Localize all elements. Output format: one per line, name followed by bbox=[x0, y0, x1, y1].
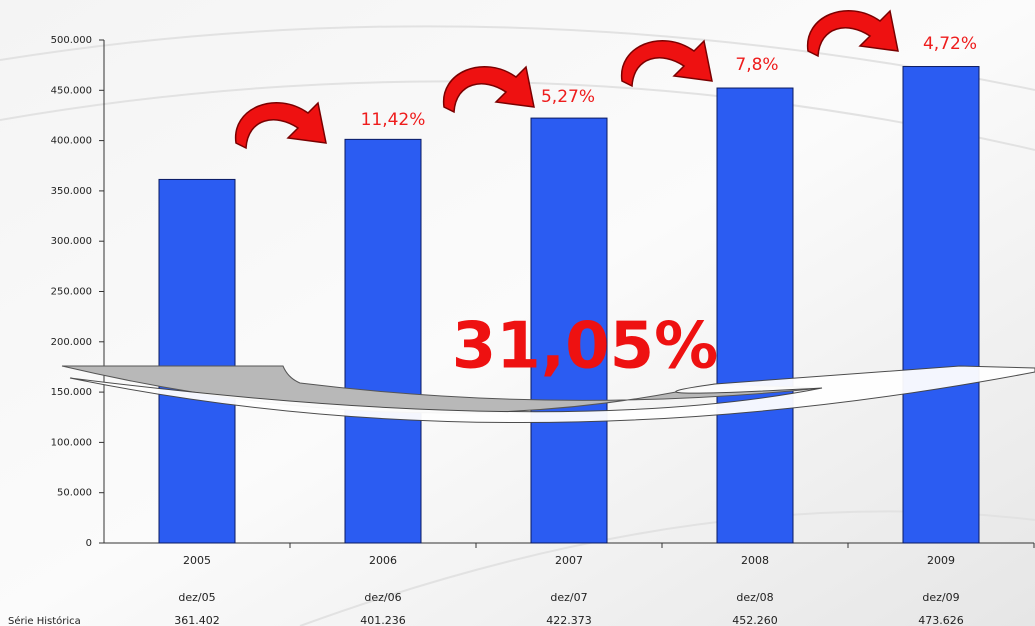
growth-label: 7,8% bbox=[735, 55, 778, 75]
y-tick-label: 400.000 bbox=[51, 136, 92, 147]
period-label: dez/05 bbox=[178, 591, 215, 604]
y-tick-label: 450.000 bbox=[51, 85, 92, 96]
total-arrow-right bbox=[69, 365, 1035, 424]
growth-label: 5,27% bbox=[541, 87, 595, 107]
y-tick-label: 0 bbox=[86, 538, 92, 549]
bar bbox=[530, 117, 608, 544]
y-tick-label: 150.000 bbox=[51, 387, 92, 398]
value-label: 422.373 bbox=[546, 614, 592, 626]
period-label: dez/08 bbox=[736, 591, 773, 604]
bar bbox=[716, 87, 794, 544]
y-tick-label: 500.000 bbox=[51, 35, 92, 46]
y-tick-label: 350.000 bbox=[51, 186, 92, 197]
value-label: 473.626 bbox=[918, 614, 964, 626]
x-tick-label: 2005 bbox=[183, 554, 211, 567]
y-tick-label: 200.000 bbox=[51, 337, 92, 348]
bar bbox=[902, 66, 980, 544]
period-label: dez/09 bbox=[922, 591, 959, 604]
x-tick-label: 2008 bbox=[741, 554, 769, 567]
y-tick-label: 100.000 bbox=[51, 437, 92, 448]
total-growth-label: 31,05% bbox=[452, 310, 719, 384]
value-label: 401.236 bbox=[360, 614, 406, 626]
value-label: 452.260 bbox=[732, 614, 778, 626]
y-tick-label: 250.000 bbox=[51, 287, 92, 298]
bar bbox=[344, 138, 422, 544]
x-tick-label: 2009 bbox=[927, 554, 955, 567]
bar bbox=[158, 178, 236, 544]
period-label: dez/07 bbox=[550, 591, 587, 604]
value-label: 361.402 bbox=[174, 614, 220, 626]
growth-label: 4,72% bbox=[923, 34, 977, 54]
x-tick-label: 2006 bbox=[369, 554, 397, 567]
y-tick-label: 300.000 bbox=[51, 236, 92, 247]
growth-label: 11,42% bbox=[361, 110, 426, 130]
period-label: dez/06 bbox=[364, 591, 401, 604]
plot: 0 50.000 100.000 150.000 200.000 250.000 300.0… bbox=[51, 35, 1035, 626]
y-tick-label: 50.000 bbox=[57, 488, 92, 499]
x-tick-label: 2007 bbox=[555, 554, 583, 567]
row-title: Série Histórica bbox=[8, 615, 81, 626]
